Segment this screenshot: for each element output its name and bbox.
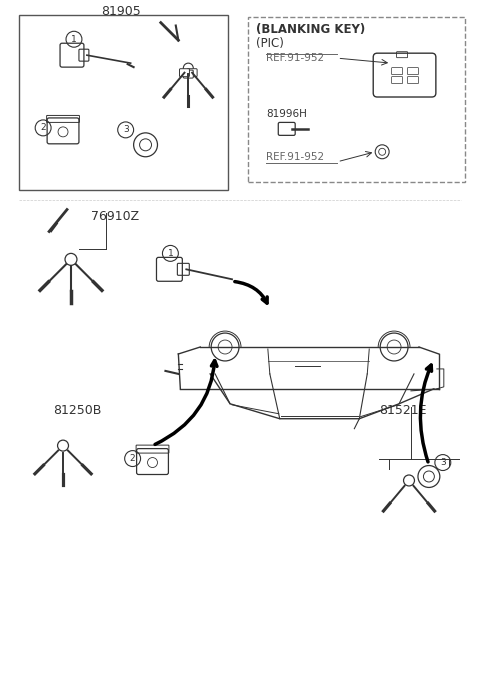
Text: REF.91-952: REF.91-952 [266,152,324,161]
Bar [248,17,465,182]
Text: 1: 1 [168,249,173,258]
Text: (BLANKING KEY): (BLANKING KEY) [256,23,365,36]
Text: 1: 1 [71,35,77,44]
Text: 81996H: 81996H [266,109,307,119]
FancyBboxPatch shape [187,69,197,77]
Text: 3: 3 [123,125,129,134]
Text: REF.91-952: REF.91-952 [266,53,324,63]
Text: (PIC): (PIC) [256,37,284,50]
FancyBboxPatch shape [183,70,193,78]
Text: 81250B: 81250B [53,404,101,417]
Bar [19,15,228,189]
Text: 76910Z: 76910Z [91,210,139,222]
Text: 81521E: 81521E [379,404,427,417]
Text: 81905: 81905 [101,6,141,18]
Text: 2: 2 [40,124,46,132]
Text: 2: 2 [130,454,135,463]
FancyBboxPatch shape [180,69,190,77]
Text: 3: 3 [440,458,446,467]
